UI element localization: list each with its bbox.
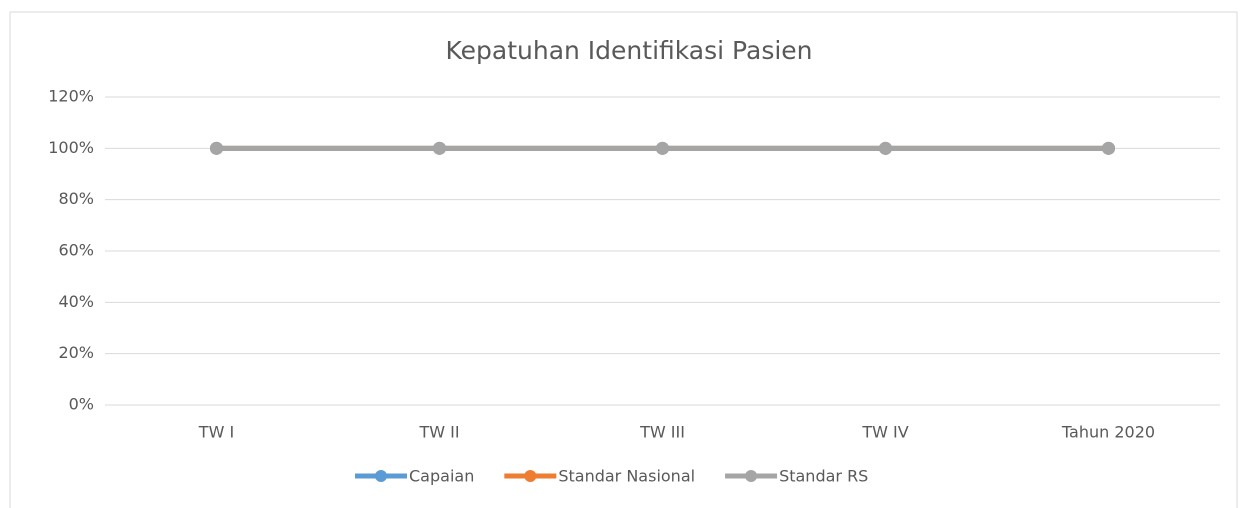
point (210, 141, 223, 155)
x-tick-label: Tahun 2020 (1061, 423, 1155, 442)
chart-title: Kepatuhan Identifikasi Pasien (445, 36, 812, 65)
y-tick-label: 40% (58, 292, 94, 311)
x-tick-label: TW II (418, 423, 459, 442)
y-tick-label: 60% (58, 241, 94, 260)
legend-marker (524, 470, 537, 482)
x-tick-label: TW I (198, 423, 234, 442)
legend-label: Capaian (409, 467, 474, 486)
legend-label: Standar RS (779, 467, 868, 486)
y-tick-label: 100% (48, 138, 94, 157)
y-tick-label: 80% (58, 189, 94, 208)
y-tick-label: 20% (58, 343, 94, 362)
x-tick-label: TW IV (861, 423, 908, 442)
point (1102, 141, 1115, 155)
legend-marker (375, 470, 387, 482)
y-tick-label: 0% (69, 395, 94, 414)
point (656, 141, 669, 155)
chart-border (9, 11, 1238, 508)
point (433, 141, 446, 155)
x-tick-label: TW III (639, 423, 685, 442)
legend-marker (745, 470, 758, 482)
legend-label: Standar Nasional (558, 467, 695, 486)
y-tick-label: 120% (48, 87, 94, 106)
point (879, 141, 892, 155)
